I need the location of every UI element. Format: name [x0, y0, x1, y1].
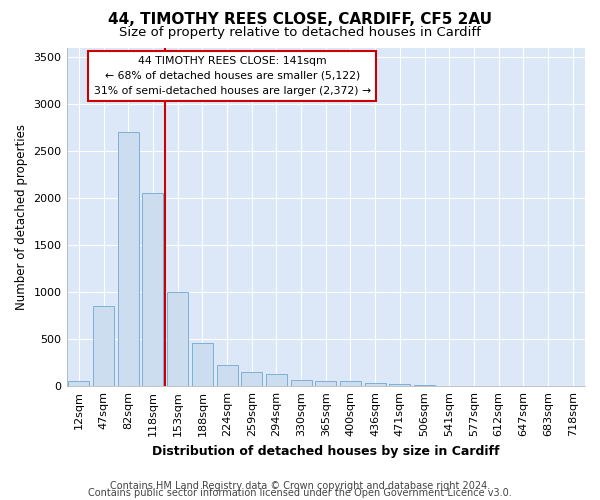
Bar [68, 380, 89, 386]
Bar [266, 374, 287, 386]
Text: 44, TIMOTHY REES CLOSE, CARDIFF, CF5 2AU: 44, TIMOTHY REES CLOSE, CARDIFF, CF5 2AU [108, 12, 492, 28]
Bar [340, 382, 361, 386]
Bar [142, 194, 163, 386]
Bar [241, 372, 262, 386]
Bar [93, 306, 114, 386]
Bar [167, 292, 188, 386]
Text: Size of property relative to detached houses in Cardiff: Size of property relative to detached ho… [119, 26, 481, 39]
Text: Contains HM Land Registry data © Crown copyright and database right 2024.: Contains HM Land Registry data © Crown c… [110, 481, 490, 491]
Bar [389, 384, 410, 386]
Text: 44 TIMOTHY REES CLOSE: 141sqm
← 68% of detached houses are smaller (5,122)
31% o: 44 TIMOTHY REES CLOSE: 141sqm ← 68% of d… [94, 56, 371, 96]
Bar [315, 382, 336, 386]
Bar [118, 132, 139, 386]
Bar [217, 366, 238, 386]
Bar [192, 343, 213, 386]
Bar [290, 380, 311, 386]
Bar [365, 384, 386, 386]
Text: Contains public sector information licensed under the Open Government Licence v3: Contains public sector information licen… [88, 488, 512, 498]
Y-axis label: Number of detached properties: Number of detached properties [15, 124, 28, 310]
X-axis label: Distribution of detached houses by size in Cardiff: Distribution of detached houses by size … [152, 444, 500, 458]
